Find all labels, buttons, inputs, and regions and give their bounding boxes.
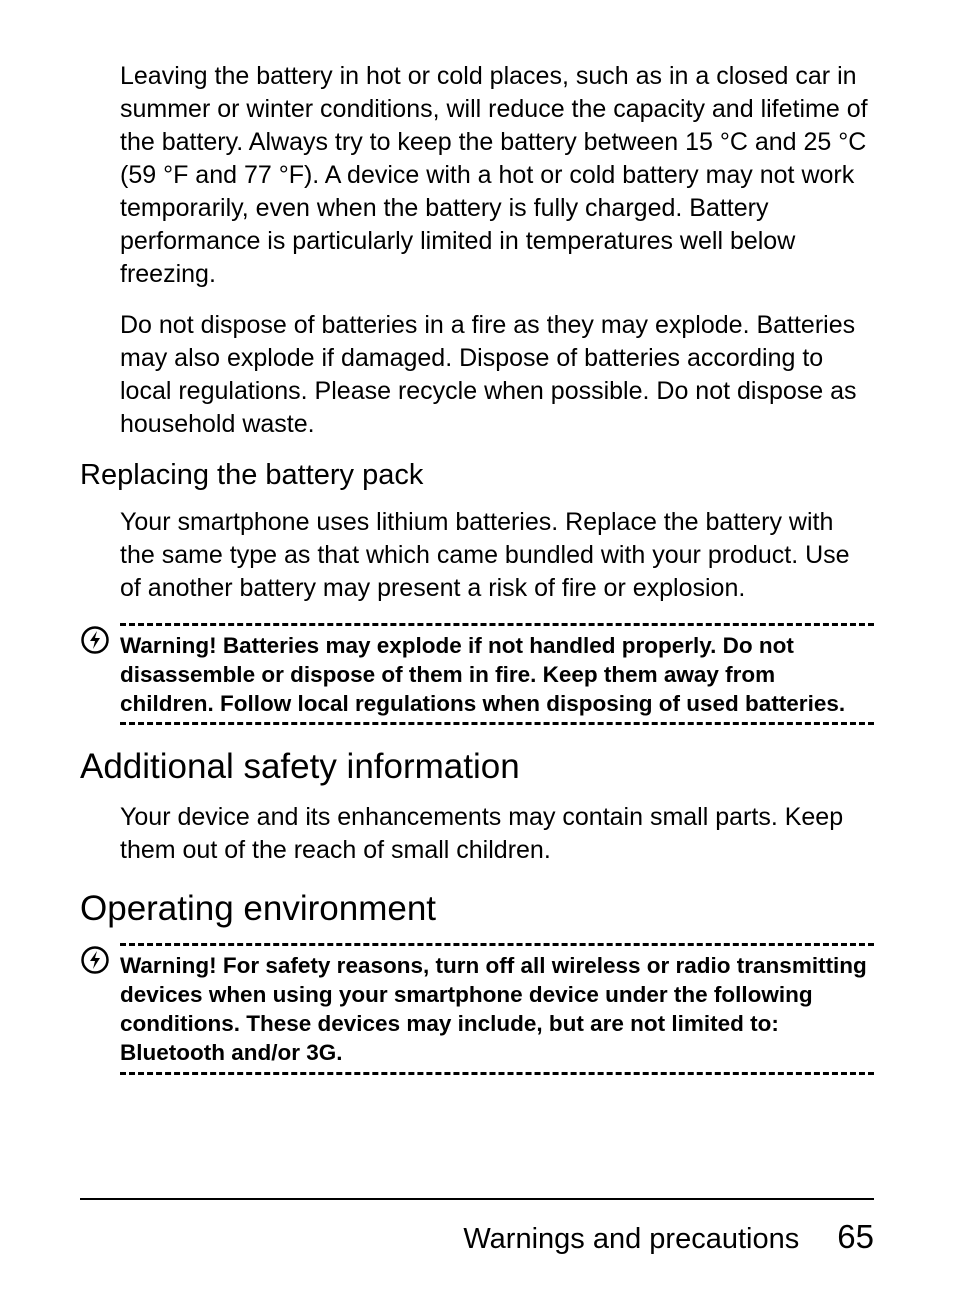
footer-line: Warnings and precautions 65	[80, 1218, 874, 1256]
warning-block-battery: Warning! Batteries may explode if not ha…	[80, 623, 874, 725]
lightning-circle-icon	[80, 625, 110, 660]
warning-text-battery: Warning! Batteries may explode if not ha…	[120, 626, 874, 722]
heading-operating-environment: Operating environment	[80, 889, 874, 929]
heading-replacing-battery: Replacing the battery pack	[80, 459, 874, 492]
lightning-circle-icon	[80, 945, 110, 980]
page-footer: Warnings and precautions 65	[80, 1198, 874, 1256]
footer-rule	[80, 1198, 874, 1200]
document-page: Leaving the battery in hot or cold place…	[0, 0, 954, 1316]
paragraph-small-parts: Your device and its enhancements may con…	[80, 801, 874, 867]
heading-additional-safety: Additional safety information	[80, 747, 874, 787]
dashed-divider	[120, 722, 874, 725]
paragraph-lithium-battery: Your smartphone uses lithium batteries. …	[80, 506, 874, 605]
footer-section-title: Warnings and precautions	[463, 1223, 799, 1255]
paragraph-battery-disposal: Do not dispose of batteries in a fire as…	[80, 309, 874, 441]
paragraph-battery-temperature: Leaving the battery in hot or cold place…	[80, 60, 874, 291]
dashed-divider	[120, 1072, 874, 1075]
warning-text-wireless: Warning! For safety reasons, turn off al…	[120, 946, 874, 1071]
warning-block-wireless: Warning! For safety reasons, turn off al…	[80, 943, 874, 1074]
page-number: 65	[837, 1218, 874, 1256]
